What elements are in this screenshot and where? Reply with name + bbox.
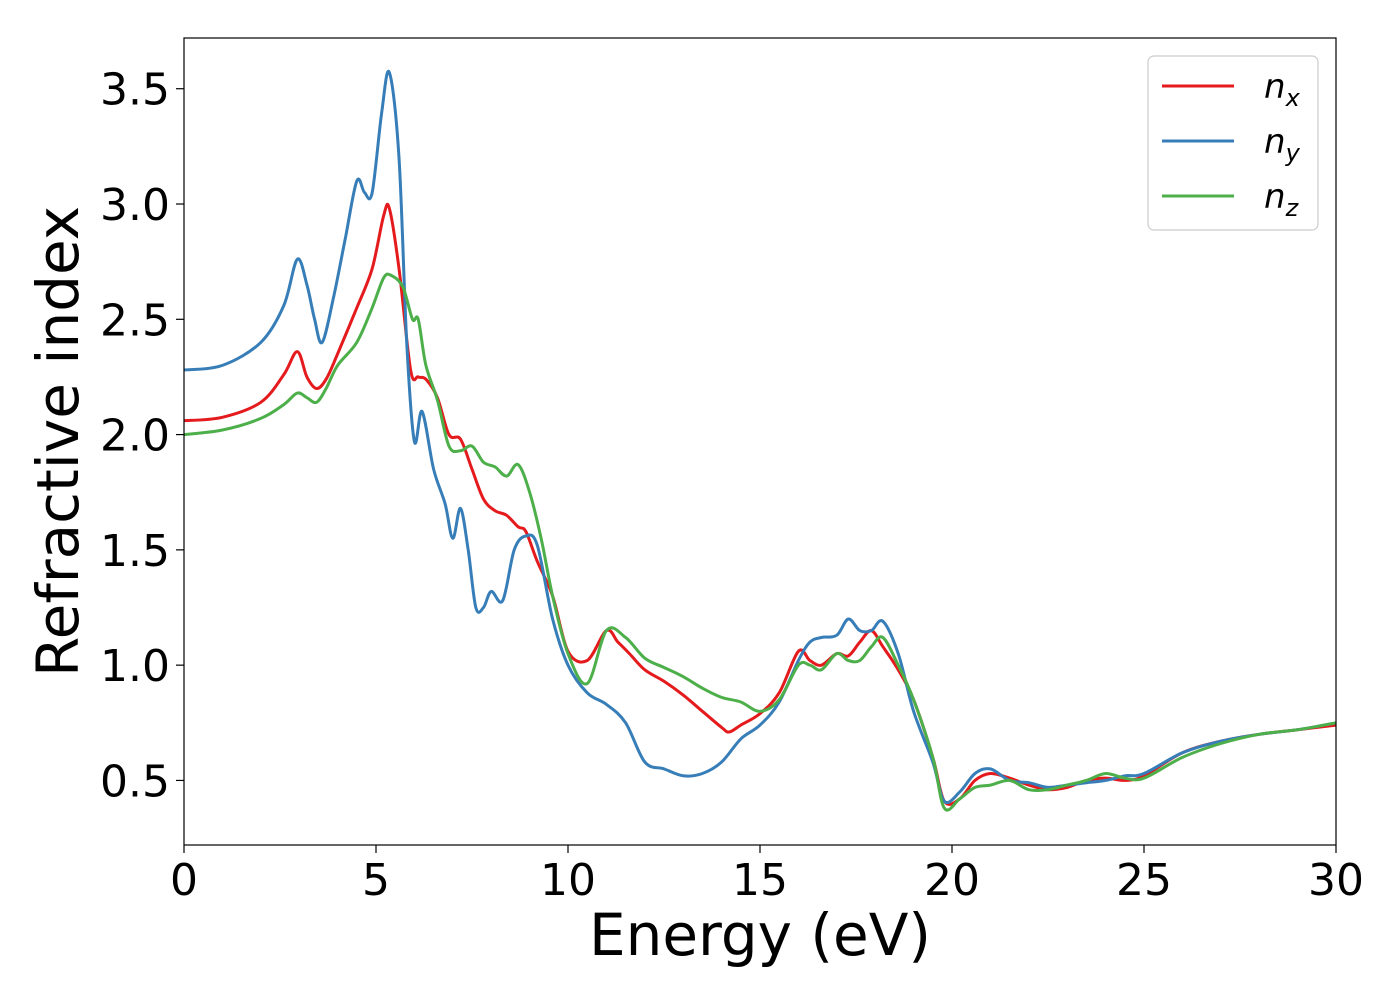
y-axis: 0.5 1.0 1.5 2.0 2.5 3.0 3.5 bbox=[100, 65, 184, 807]
x-tick-label: 5 bbox=[362, 855, 390, 906]
x-tick-label: 0 bbox=[170, 855, 198, 906]
legend-label-nx: nx bbox=[1264, 67, 1301, 112]
series-line-nx bbox=[183, 202, 1337, 806]
x-axis: 0 5 10 15 20 25 30 bbox=[170, 845, 1364, 906]
y-tick-label: 2.0 bbox=[100, 411, 170, 462]
y-tick-label: 3.5 bbox=[100, 65, 170, 116]
series-line-nz bbox=[183, 272, 1337, 812]
x-axis-title: Energy (eV) bbox=[589, 901, 931, 969]
y-axis-title: Refractive index bbox=[24, 206, 92, 677]
x-tick-label: 30 bbox=[1308, 855, 1364, 906]
x-tick-label: 10 bbox=[540, 855, 596, 906]
y-tick-label: 1.0 bbox=[100, 641, 170, 692]
y-tick-label: 0.5 bbox=[100, 756, 170, 807]
legend-box bbox=[1147, 55, 1319, 231]
y-tick-label: 3.0 bbox=[100, 180, 170, 231]
x-tick-label: 25 bbox=[1116, 855, 1172, 906]
series-layer bbox=[183, 69, 1337, 812]
y-tick-label: 1.5 bbox=[100, 526, 170, 577]
legend-label-nz: nz bbox=[1264, 177, 1300, 222]
legend: nx ny nz bbox=[1147, 55, 1319, 231]
x-tick-label: 15 bbox=[732, 855, 788, 906]
y-tick-label: 2.5 bbox=[100, 295, 170, 346]
x-tick-label: 20 bbox=[924, 855, 980, 906]
legend-label-ny: ny bbox=[1264, 122, 1301, 167]
